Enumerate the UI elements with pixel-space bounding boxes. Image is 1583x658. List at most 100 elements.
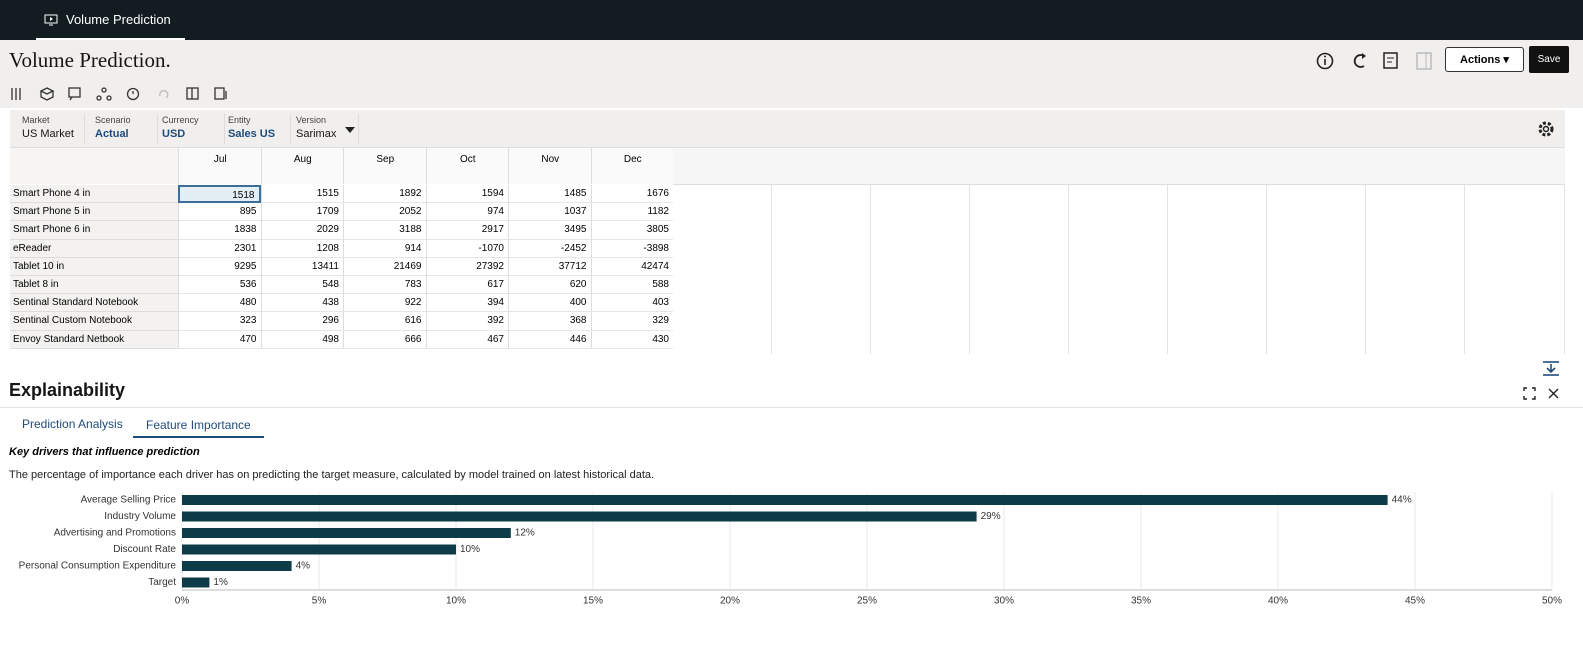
cell: 1594 — [425, 185, 508, 204]
value-label: 12% — [515, 528, 535, 539]
row-header: Tablet 10 in — [10, 257, 178, 276]
cell: 895 — [178, 203, 261, 222]
pov-value: USD — [162, 128, 186, 140]
collapse-icon[interactable] — [1541, 360, 1561, 378]
cell: 323 — [178, 312, 261, 331]
x-tick-label: 25% — [857, 596, 877, 607]
empty-header — [673, 148, 1565, 185]
empty-column — [1266, 148, 1267, 354]
value-label: 10% — [460, 544, 480, 555]
pov-bar: Market US Market Scenario Actual Currency USD… — [10, 110, 1565, 147]
actions-label: Actions — [1460, 54, 1501, 66]
y-tick-label: Average Selling Price — [81, 495, 177, 506]
cell: 392 — [425, 312, 508, 331]
cell: 922 — [343, 294, 426, 313]
cell: 974 — [425, 203, 508, 222]
x-tick-label: 45% — [1405, 596, 1425, 607]
cell: 1208 — [260, 239, 343, 258]
y-tick-label: Industry Volume — [104, 511, 176, 522]
cell: 27392 — [425, 257, 508, 276]
bar — [182, 544, 456, 555]
chart-subtitle: The percentage of importance each driver… — [9, 469, 655, 481]
cell: 2052 — [343, 203, 426, 222]
cell: 13411 — [260, 257, 343, 276]
cell: 438 — [260, 294, 343, 313]
empty-column — [1167, 148, 1168, 354]
settings-icon[interactable] — [1537, 120, 1555, 138]
cell: 9295 — [178, 257, 261, 276]
cell: 2301 — [178, 239, 261, 258]
x-tick-label: 5% — [312, 596, 327, 607]
toolbar[interactable] — [10, 86, 235, 102]
cell: 394 — [425, 294, 508, 313]
cell: 470 — [178, 330, 261, 349]
pov-label: Version — [296, 115, 327, 125]
pov-divider — [290, 114, 291, 144]
cell: 548 — [260, 276, 343, 295]
pov-value: Actual — [95, 128, 129, 140]
tab-feature-importance[interactable]: Feature Importance — [133, 410, 264, 438]
column-header: Dec — [590, 148, 674, 184]
tab-icon — [44, 14, 58, 26]
pov-value: US Market — [22, 128, 74, 140]
pov-value: Sarimax — [296, 128, 337, 140]
cell: 1485 — [508, 185, 591, 204]
empty-column — [1564, 148, 1565, 354]
x-tick-label: 50% — [1542, 596, 1562, 607]
row-header: Tablet 8 in — [10, 276, 178, 295]
bar — [182, 528, 511, 538]
cell: 368 — [508, 312, 591, 331]
bar — [182, 511, 977, 522]
header-icons[interactable] — [1314, 50, 1439, 72]
cell: 616 — [343, 312, 426, 331]
pov-label: Currency — [162, 115, 199, 125]
panel-icons[interactable] — [1522, 386, 1562, 402]
empty-column — [1464, 148, 1465, 354]
y-tick-label: Personal Consumption Expenditure — [19, 561, 177, 572]
cell: 430 — [590, 330, 673, 349]
pov-divider — [224, 114, 225, 144]
section-title: Explainability — [9, 380, 126, 400]
row-header: Sentinal Standard Notebook — [10, 294, 178, 313]
column-header: Sep — [343, 148, 427, 184]
data-grid: Jul Aug Sep Oct Nov Dec Smart Phone 4 in 1518 15… — [10, 147, 1565, 354]
pov-value: Sales US — [228, 128, 276, 140]
cell: 1892 — [343, 185, 426, 204]
cell: 2917 — [425, 221, 508, 240]
divider — [0, 407, 1583, 408]
page-title: Volume Prediction. — [9, 48, 171, 72]
cell: 403 — [590, 294, 673, 313]
tab-prediction-analysis[interactable]: Prediction Analysis — [22, 417, 123, 431]
cell: 21469 — [343, 257, 426, 276]
row-header: Smart Phone 6 in — [10, 221, 178, 240]
actions-button[interactable]: Actions ▾ — [1445, 47, 1524, 72]
value-label: 1% — [213, 577, 228, 588]
header — [0, 40, 1583, 108]
cell: 3188 — [343, 221, 426, 240]
cell: -2452 — [508, 239, 591, 258]
cell: 536 — [178, 276, 261, 295]
value-label: 29% — [981, 511, 1001, 522]
cell: 2029 — [260, 221, 343, 240]
corner-cell — [10, 148, 178, 184]
cell: 42474 — [590, 257, 673, 276]
cell: 1515 — [260, 185, 343, 204]
x-tick-label: 35% — [1131, 596, 1151, 607]
column-header: Jul — [178, 148, 262, 184]
chart: 0% 5% 10% 15% 20% 25% 30% 35% 40% 45% 50% Average S… — [19, 492, 1562, 607]
bar — [182, 495, 1388, 505]
dropdown-arrow — [345, 127, 355, 133]
y-tick-label: Advertising and Promotions — [54, 528, 176, 539]
cell: 296 — [260, 312, 343, 331]
empty-column — [870, 148, 871, 354]
x-tick-label: 20% — [720, 596, 740, 607]
row-header: Smart Phone 5 in — [10, 203, 178, 222]
cell: 1518 — [178, 185, 261, 204]
save-button[interactable]: Save — [1529, 46, 1569, 73]
value-label: 4% — [296, 561, 311, 572]
cell: 1709 — [260, 203, 343, 222]
column-header: Oct — [425, 148, 509, 184]
empty-column — [1068, 148, 1069, 354]
tab[interactable]: Volume Prediction — [36, 6, 185, 40]
